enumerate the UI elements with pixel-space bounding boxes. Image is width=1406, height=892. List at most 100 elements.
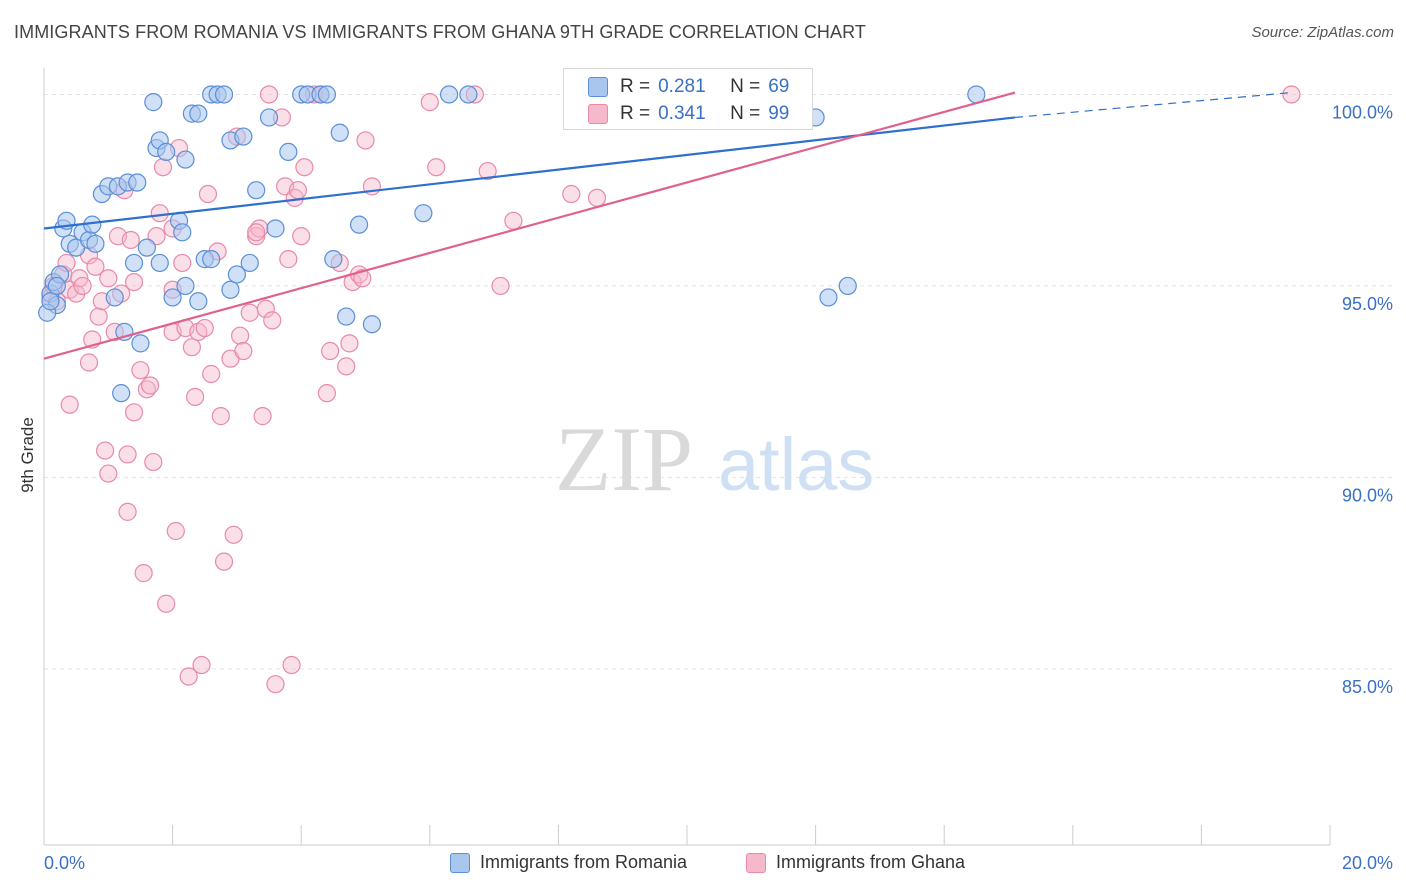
romania-point bbox=[234, 127, 253, 146]
romania-point bbox=[124, 253, 144, 273]
x-tick-label-min: 0.0% bbox=[44, 853, 85, 873]
romania-point bbox=[214, 85, 234, 104]
legend-item-romania[interactable]: Immigrants from Romania bbox=[450, 852, 687, 873]
tick-labels: 85.0% 90.0% 95.0% 100.0% 0.0% 20.0% bbox=[44, 102, 1393, 873]
stat-row-romania: R = 0.281 N = 69 bbox=[588, 76, 790, 98]
romania-point bbox=[247, 181, 266, 200]
ghana-point bbox=[317, 384, 337, 403]
stat-row-ghana: R = 0.341 N = 99 bbox=[588, 103, 790, 125]
ghana-point bbox=[60, 395, 79, 414]
ghana-point bbox=[587, 188, 607, 207]
romania-point bbox=[173, 223, 192, 242]
ghana-point bbox=[279, 250, 298, 269]
ghana-point bbox=[340, 334, 359, 353]
ghana-point bbox=[86, 257, 105, 276]
ghana-point bbox=[79, 353, 99, 372]
watermark-zip: ZIP bbox=[555, 408, 693, 510]
legend-label-ghana: Immigrants from Ghana bbox=[776, 852, 966, 872]
romania-point bbox=[189, 292, 208, 311]
ghana-point bbox=[224, 525, 243, 544]
romania-point bbox=[105, 288, 124, 307]
ghana-point bbox=[337, 357, 356, 376]
ghana-point bbox=[234, 341, 253, 361]
romania-point bbox=[221, 280, 240, 299]
source-label: Source: ZipAtlas.com bbox=[1251, 24, 1394, 41]
ghana-point bbox=[247, 223, 266, 242]
romania-r-label: R = bbox=[620, 76, 651, 97]
legend-item-ghana[interactable]: Immigrants from Ghana bbox=[746, 852, 965, 873]
romania-point bbox=[259, 108, 279, 127]
ghana-point bbox=[1282, 85, 1301, 104]
romania-point bbox=[86, 234, 105, 253]
romania-trend-line bbox=[43, 116, 1016, 230]
romania-point bbox=[47, 276, 66, 296]
romania-point bbox=[317, 85, 337, 104]
ghana-point bbox=[150, 204, 169, 223]
ghana-point bbox=[282, 655, 301, 675]
ghana-point bbox=[99, 464, 118, 483]
ghana-point bbox=[140, 376, 160, 395]
ghana-point bbox=[144, 452, 163, 472]
romania-point bbox=[227, 265, 246, 284]
ghana-n-label: N = bbox=[730, 103, 761, 124]
ghana-point bbox=[95, 441, 115, 460]
correlation-legend: R = 0.281 N = 69 R = 0.341 N = 99 bbox=[563, 68, 813, 130]
ghana-r-label: R = bbox=[620, 103, 651, 124]
romania-n-label: N = bbox=[730, 76, 761, 97]
ghana-point bbox=[288, 181, 308, 200]
romania-point bbox=[459, 85, 478, 104]
romania-point bbox=[150, 253, 169, 273]
ghana-point bbox=[182, 338, 201, 357]
romania-n-value: 69 bbox=[768, 76, 790, 97]
ghana-point bbox=[562, 184, 581, 204]
legend-swatch-ghana bbox=[746, 852, 766, 873]
romania-point bbox=[144, 93, 163, 112]
romania-point bbox=[349, 215, 369, 234]
ghana-trend-line bbox=[43, 91, 1016, 360]
romania-point bbox=[439, 85, 459, 104]
ghana-point bbox=[202, 364, 221, 384]
ghana-point bbox=[420, 93, 439, 112]
series-legend: Immigrants from Romania Immigrants from … bbox=[0, 850, 1406, 880]
ghana-point bbox=[211, 407, 230, 426]
romania-point bbox=[112, 384, 131, 403]
romania-point bbox=[202, 250, 221, 269]
axes bbox=[43, 68, 1331, 846]
watermark-atlas: atlas bbox=[718, 423, 874, 506]
romania-point bbox=[279, 142, 298, 162]
ghana-point bbox=[89, 307, 108, 326]
y-tick-label: 90.0% bbox=[1342, 485, 1393, 505]
ghana-point bbox=[173, 253, 192, 273]
ghana-point bbox=[118, 445, 137, 464]
ghana-n-value: 99 bbox=[768, 103, 790, 124]
ghana-point bbox=[259, 85, 279, 104]
romania-point bbox=[324, 250, 343, 269]
ghana-point bbox=[353, 269, 372, 288]
romania-point bbox=[838, 276, 857, 296]
ghana-point bbox=[240, 303, 259, 322]
ghana-point bbox=[256, 299, 275, 319]
romania-point bbox=[330, 123, 349, 142]
romania-point bbox=[131, 334, 150, 353]
ghana-point bbox=[478, 161, 497, 181]
ghana-point bbox=[157, 594, 176, 613]
ghana-point bbox=[124, 272, 144, 292]
romania-point bbox=[362, 315, 382, 334]
ghana-r-value: 0.341 bbox=[658, 103, 706, 124]
romania-point bbox=[176, 276, 195, 296]
ghana-point bbox=[266, 675, 285, 694]
romania-point bbox=[163, 288, 182, 307]
watermark: ZIP atlas bbox=[555, 408, 874, 510]
ghana-point bbox=[131, 361, 150, 380]
ghana-points bbox=[41, 85, 1301, 694]
ghana-point bbox=[263, 311, 282, 330]
romania-point bbox=[819, 288, 838, 307]
ghana-point bbox=[427, 158, 446, 177]
ghana-point bbox=[153, 158, 173, 177]
ghana-point bbox=[356, 131, 375, 150]
romania-point bbox=[337, 307, 356, 326]
y-axis-label: 9th Grade bbox=[18, 417, 37, 493]
romania-point bbox=[240, 253, 259, 273]
romania-point bbox=[137, 238, 156, 257]
